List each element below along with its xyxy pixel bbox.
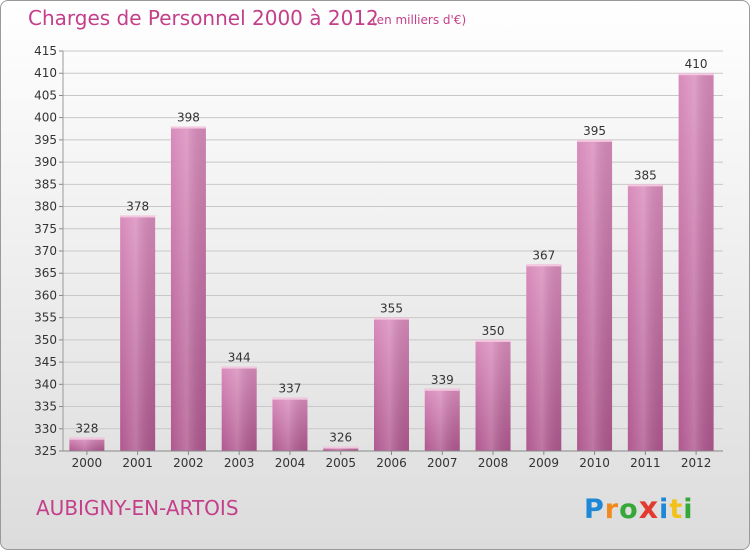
bar-cap-2010 — [577, 139, 613, 142]
bar-shine-2007 — [424, 388, 460, 451]
bar-shine-2011 — [627, 184, 663, 452]
y-tick-label: 415 — [34, 44, 57, 58]
x-tick-label: 2008 — [478, 456, 509, 470]
data-label-2004: 337 — [279, 382, 302, 396]
bar-shine-2012 — [678, 73, 714, 451]
y-tick-label: 370 — [34, 244, 57, 258]
commune-name: AUBIGNY-EN-ARTOIS — [36, 496, 239, 520]
y-tick-label: 365 — [34, 266, 57, 280]
bar-cap-2000 — [69, 437, 105, 440]
bar-shine-2010 — [577, 139, 613, 451]
bar-cap-2002 — [170, 126, 206, 129]
bar-shine-2000 — [69, 437, 105, 451]
bar-cap-2008 — [475, 339, 511, 342]
bar-cap-2004 — [272, 397, 308, 400]
data-label-2007: 339 — [431, 373, 454, 387]
data-label-2000: 328 — [75, 422, 98, 436]
y-tick-label: 360 — [34, 288, 57, 302]
y-tick-label: 385 — [34, 177, 57, 191]
x-tick-label: 2004 — [275, 456, 306, 470]
logo-letter: P — [584, 494, 605, 525]
y-tick-label: 350 — [34, 333, 57, 347]
bar-shine-2005 — [323, 446, 359, 451]
logo-letter: r — [604, 494, 620, 525]
data-label-2006: 355 — [380, 302, 403, 316]
bar-cap-2003 — [221, 366, 257, 369]
chart-subtitle: (en milliers d'€) — [372, 13, 467, 27]
x-tick-label: 2012 — [681, 456, 712, 470]
data-label-2011: 385 — [634, 168, 657, 182]
x-tick-label: 2011 — [630, 456, 661, 470]
data-label-2005: 326 — [329, 431, 352, 445]
bar-shine-2002 — [170, 126, 206, 452]
y-tick-label: 340 — [34, 377, 57, 391]
bar-shine-2008 — [475, 339, 511, 451]
y-tick-label: 395 — [34, 133, 57, 147]
data-label-2002: 398 — [177, 111, 200, 125]
bar-cap-2009 — [526, 264, 562, 267]
y-axis-ticks: 325 330 335 340 345 350 355 360 365 370 375 380 385 3… — [34, 44, 64, 458]
y-tick-label: 380 — [34, 200, 57, 214]
x-tick-label: 2003 — [224, 456, 255, 470]
bar-cap-2007 — [424, 388, 460, 391]
y-tick-label: 330 — [34, 422, 57, 436]
y-tick-label: 345 — [34, 355, 57, 369]
data-label-2009: 367 — [532, 248, 555, 262]
bar-shine-2001 — [120, 215, 156, 451]
x-tick-label: 2007 — [427, 456, 458, 470]
logo-letter: o — [619, 494, 639, 525]
proxiti-logo: Proxiti — [584, 491, 694, 526]
logo-letter: i — [683, 494, 694, 525]
y-tick-label: 335 — [34, 400, 57, 414]
bar-shine-2003 — [221, 366, 257, 451]
data-label-2010: 395 — [583, 124, 606, 138]
y-tick-label: 410 — [34, 66, 57, 80]
data-label-2001: 378 — [126, 199, 149, 213]
logo-letter: x — [638, 491, 660, 526]
x-axis-ticks: 2000 2001 2002 2003 2004 2005 2006 2007 2008 2009… — [72, 451, 712, 470]
bar-cap-2005 — [323, 446, 359, 449]
x-tick-label: 2009 — [529, 456, 560, 470]
logo-letter: i — [659, 494, 670, 525]
data-label-2012: 410 — [685, 57, 708, 71]
bar-cap-2001 — [120, 215, 156, 218]
bar-shine-2009 — [526, 264, 562, 451]
y-tick-label: 375 — [34, 222, 57, 236]
bar-cap-2011 — [627, 184, 663, 187]
y-tick-label: 355 — [34, 311, 57, 325]
x-tick-label: 2001 — [122, 456, 153, 470]
x-tick-label: 2010 — [579, 456, 610, 470]
y-tick-label: 325 — [34, 444, 57, 458]
x-tick-label: 2000 — [72, 456, 103, 470]
y-tick-label: 400 — [34, 111, 57, 125]
y-tick-label: 390 — [34, 155, 57, 169]
x-tick-label: 2005 — [325, 456, 356, 470]
y-tick-label: 405 — [34, 88, 57, 102]
logo-letter: t — [669, 494, 684, 525]
bars: 328 378 398 344 337 326 355 339 350 367 395 385 410 — [69, 57, 714, 452]
data-label-2008: 350 — [482, 324, 505, 338]
bar-shine-2004 — [272, 397, 308, 451]
chart-title: Charges de Personnel 2000 à 2012 — [28, 6, 379, 30]
x-tick-label: 2006 — [376, 456, 407, 470]
bar-cap-2012 — [678, 73, 714, 76]
bar-cap-2006 — [374, 317, 409, 320]
data-label-2003: 344 — [228, 351, 251, 365]
bar-shine-2006 — [374, 317, 409, 451]
x-tick-label: 2002 — [173, 456, 204, 470]
